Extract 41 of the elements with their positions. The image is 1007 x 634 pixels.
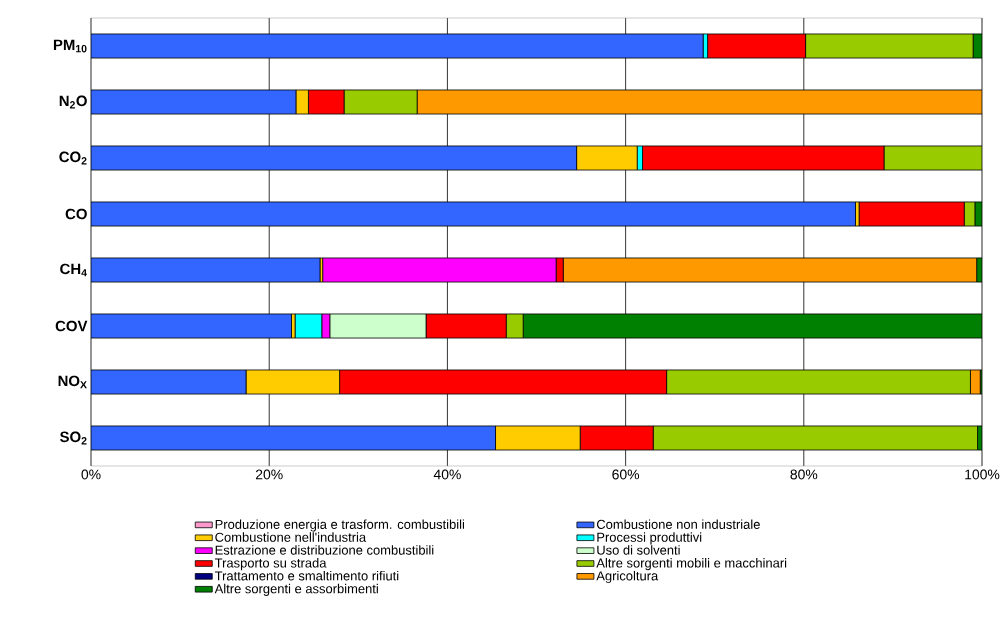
- y-tick-label: NO$_{X}$: [58, 375, 87, 389]
- legend-label: Processi produttivi: [597, 532, 702, 545]
- legend-label: Uso di solventi: [597, 545, 680, 555]
- bar: [91, 89, 297, 115]
- y-tick-label: SO$_{2}$: [60, 431, 87, 445]
- bar: [91, 201, 856, 227]
- x-tick-label: 80%: [790, 469, 818, 480]
- bar: [91, 369, 247, 395]
- x-tick-label: 100%: [965, 469, 1000, 480]
- y-tick-label: PM$_{10}$: [53, 39, 87, 53]
- bar: [416, 89, 983, 115]
- legend-label: Altre sorgenti mobili e macchinari: [596, 558, 787, 571]
- x-tick-label: 60%: [612, 469, 640, 480]
- legend-label: Agricoltura: [596, 570, 659, 584]
- bar: [91, 33, 704, 59]
- legend-label: Estrazione e distribuzione combustibili: [215, 545, 434, 555]
- bar: [522, 313, 983, 339]
- bar: [91, 257, 321, 283]
- bar: [666, 369, 971, 395]
- legend-label: Combustione non industriale: [596, 519, 760, 529]
- bar: [91, 313, 292, 339]
- y-tick-label: CH$_{4}$: [60, 263, 87, 277]
- legend-label: Trasporto su strada: [214, 558, 327, 571]
- y-tick-label: COV: [55, 320, 88, 332]
- bar: [562, 257, 978, 283]
- legend-label: Altre sorgenti e assorbimenti: [214, 583, 378, 596]
- y-tick-label: CO: [65, 208, 87, 220]
- x-tick-label: 20%: [255, 469, 283, 480]
- bar: [642, 145, 885, 171]
- y-tick-label: CO$_{2}$: [59, 151, 87, 165]
- bar: [858, 201, 965, 227]
- bar: [805, 33, 974, 59]
- bar: [91, 145, 578, 171]
- bar: [652, 425, 978, 451]
- x-tick-label: 0%: [81, 469, 101, 480]
- bar: [91, 425, 496, 451]
- y-tick-label: N$_{2}$O: [59, 95, 87, 109]
- x-tick-label: 40%: [433, 469, 461, 480]
- legend-label: Trattamento e smaltimento rifiuti: [214, 570, 399, 581]
- legend-label: Combustione nell'industria: [215, 532, 367, 542]
- legend-label: Produzione energia e trasform. combustibili: [215, 519, 464, 532]
